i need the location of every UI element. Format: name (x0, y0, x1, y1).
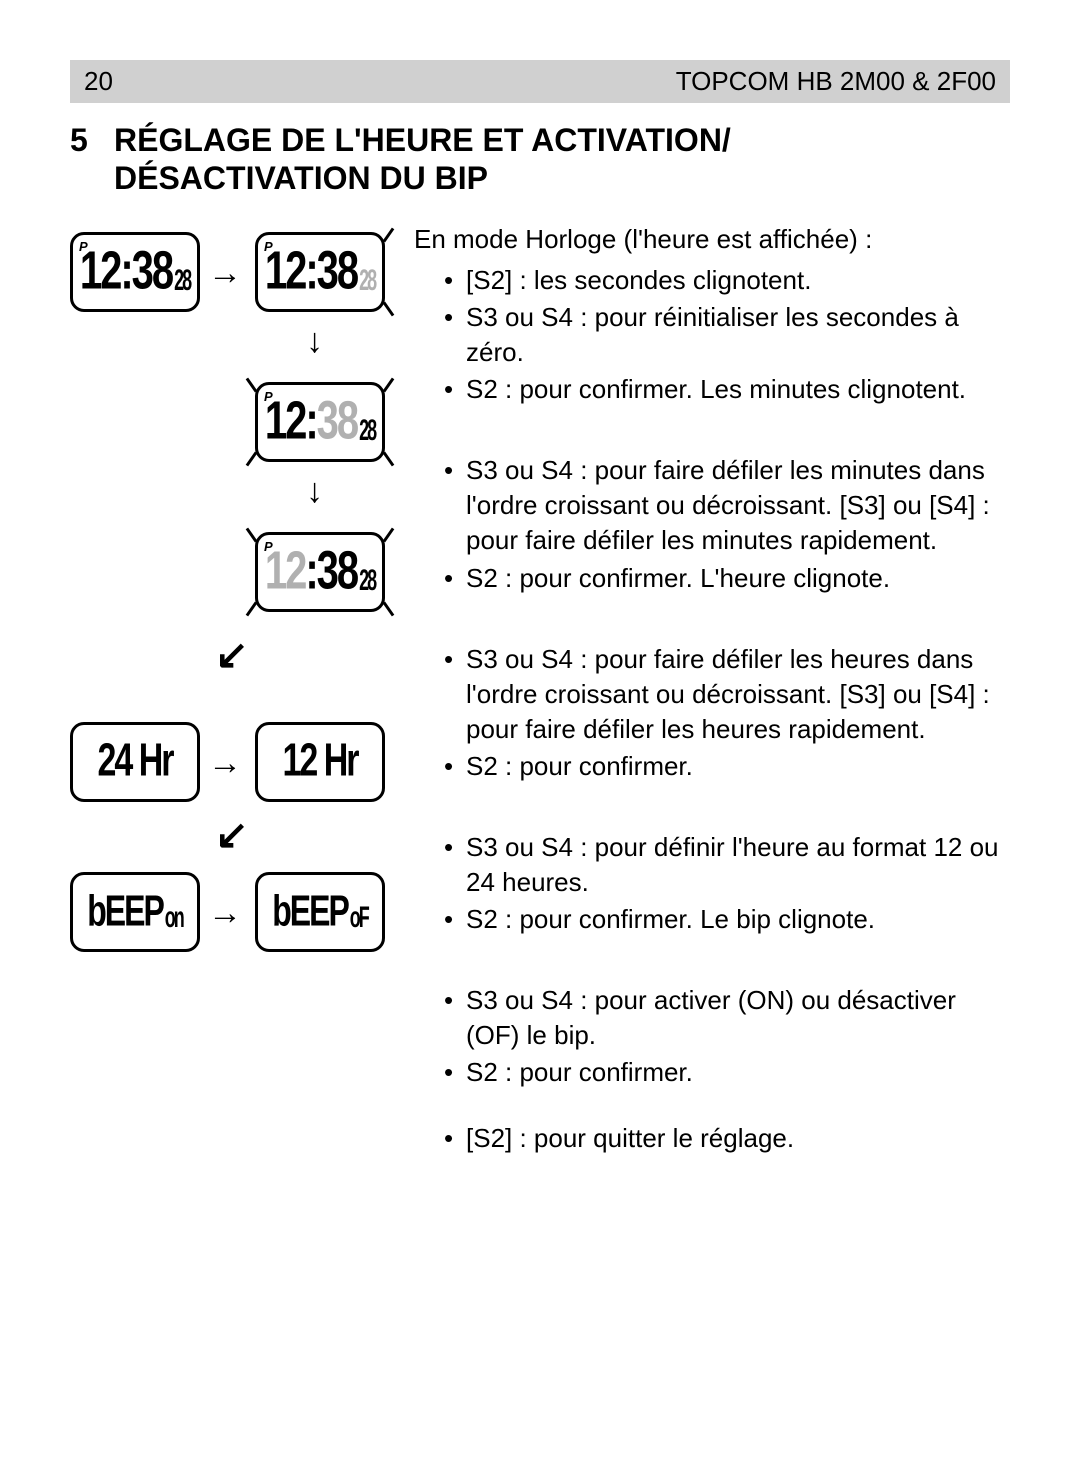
section-title: 5 RÉGLAGE DE L'HEURE ET ACTIVATION/ DÉSA… (70, 121, 1010, 198)
instruction-block-3: S3 ou S4 : pour faire défiler les heures… (414, 642, 1010, 784)
lcd-seconds: 28 (359, 564, 375, 598)
intro-text: En mode Horloge (l'heure est affichée) : (414, 222, 1010, 257)
instructions-column: En mode Horloge (l'heure est affichée) :… (414, 222, 1010, 1202)
diagram-column: P 12:38 28 P 12:38 28 P 12:38 28 (70, 222, 390, 1042)
content-row: P 12:38 28 P 12:38 28 P 12:38 28 (70, 222, 1010, 1202)
flash-mark (246, 527, 258, 542)
title-line-2: DÉSACTIVATION DU BIP (114, 160, 488, 196)
lcd-screen-4: P 12:38 28 (255, 532, 385, 612)
arrow-right-icon: → (208, 254, 242, 293)
lcd-time: 12:38 28 (80, 241, 190, 302)
lcd-seconds-gray: 28 (359, 264, 375, 298)
arrow-downleft-icon: ↙ (215, 812, 249, 858)
list-item: S3 ou S4 : pour activer (ON) ou désactiv… (444, 983, 1010, 1053)
lcd-main: 12:38 (80, 241, 172, 302)
list-item: S3 ou S4 : pour réinitialiser les second… (444, 300, 1010, 370)
lcd-screen-3: P 12:38 28 (255, 382, 385, 462)
instruction-block-6: [S2] : pour quitter le réglage. (414, 1121, 1010, 1156)
flash-mark (246, 601, 258, 616)
arrow-downleft-icon: ↙ (215, 632, 249, 678)
beep-text: bEEP (272, 887, 348, 937)
list-item: [S2] : les secondes clignotent. (444, 263, 1010, 298)
list-item: S2 : pour confirmer. (444, 749, 1010, 784)
list-item: S2 : pour confirmer. L'heure clignote. (444, 561, 1010, 596)
flash-mark (383, 301, 395, 316)
list-item: S3 ou S4 : pour faire défiler les heures… (444, 642, 1010, 747)
lcd-screen-beep-off: bEEPoF (255, 872, 385, 952)
model-label: TOPCOM HB 2M00 & 2F00 (676, 66, 996, 97)
lcd-text: bEEPoF (272, 887, 368, 937)
instruction-block-5: S3 ou S4 : pour activer (ON) ou désactiv… (414, 983, 1010, 1090)
flash-mark (383, 377, 395, 392)
lcd-text: 24 Hr (97, 735, 172, 788)
lcd-screen-12hr: 12 Hr (255, 722, 385, 802)
list-item: S2 : pour confirmer. (444, 1055, 1010, 1090)
arrow-right-icon: → (208, 894, 242, 933)
lcd-screen-beep-on: bEEPon (70, 872, 200, 952)
instruction-block-4: S3 ou S4 : pour définir l'heure au forma… (414, 830, 1010, 937)
arrow-down-icon: ↓ (306, 472, 323, 511)
lcd-screen-2: P 12:38 28 (255, 232, 385, 312)
lcd-time: 12:38 28 (265, 241, 375, 302)
list-item: S3 ou S4 : pour faire défiler les minute… (444, 453, 1010, 558)
arrow-down-icon: ↓ (306, 322, 323, 361)
instruction-block-2: S3 ou S4 : pour faire défiler les minute… (414, 453, 1010, 595)
lcd-screen-1: P 12:38 28 (70, 232, 200, 312)
flash-mark (246, 451, 258, 466)
beep-suffix: oF (350, 902, 368, 936)
list-item: S2 : pour confirmer. Le bip clignote. (444, 902, 1010, 937)
section-number: 5 (70, 121, 114, 198)
flash-mark (383, 451, 395, 466)
beep-suffix: on (165, 902, 183, 936)
flash-mark (246, 377, 258, 392)
arrow-right-icon: → (208, 744, 242, 783)
header-bar: 20 TOPCOM HB 2M00 & 2F00 (70, 60, 1010, 103)
beep-text: bEEP (87, 887, 163, 937)
page-number: 20 (84, 66, 113, 97)
flash-mark (383, 601, 395, 616)
section-title-text: RÉGLAGE DE L'HEURE ET ACTIVATION/ DÉSACT… (114, 121, 731, 198)
title-line-1: RÉGLAGE DE L'HEURE ET ACTIVATION/ (114, 122, 731, 158)
lcd-minutes-gray: 38 (317, 391, 358, 452)
lcd-main: 12: (265, 391, 317, 452)
lcd-main: :38 (305, 541, 357, 602)
lcd-main: 12:38 (265, 241, 357, 302)
flash-mark (383, 227, 395, 242)
lcd-text: bEEPon (87, 887, 183, 937)
list-item: [S2] : pour quitter le réglage. (444, 1121, 1010, 1156)
list-item: S3 ou S4 : pour définir l'heure au forma… (444, 830, 1010, 900)
lcd-screen-24hr: 24 Hr (70, 722, 200, 802)
lcd-seconds: 28 (174, 264, 190, 298)
lcd-text: 12 Hr (282, 735, 357, 788)
lcd-hours-gray: 12 (265, 541, 306, 602)
instruction-block-1: [S2] : les secondes clignotent. S3 ou S4… (414, 263, 1010, 407)
list-item: S2 : pour confirmer. Les minutes clignot… (444, 372, 1010, 407)
lcd-time: 12:38 28 (265, 541, 375, 602)
lcd-time: 12:38 28 (265, 391, 375, 452)
flash-mark (383, 527, 395, 542)
lcd-seconds: 28 (359, 414, 375, 448)
